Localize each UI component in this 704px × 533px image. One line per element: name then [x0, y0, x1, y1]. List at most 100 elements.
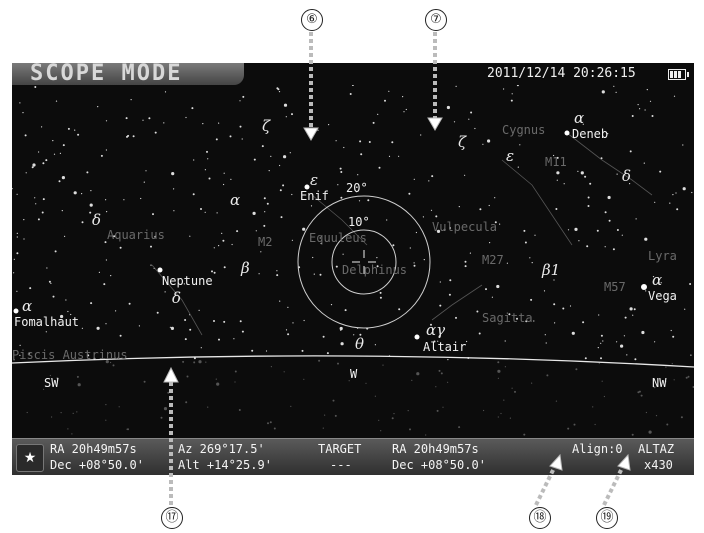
star-dot: [468, 118, 470, 120]
star-dot: [635, 218, 637, 220]
star-dot: [637, 391, 640, 394]
star-dot: [322, 335, 325, 338]
star-dot: [464, 260, 467, 263]
star-dot: [186, 375, 189, 378]
star-dot: [407, 410, 409, 412]
star-dot: [597, 347, 599, 349]
star-dot: [105, 404, 107, 406]
star-dot: [659, 170, 662, 173]
star-dot: [485, 288, 487, 291]
greek-alpha-gamma: αγ: [426, 321, 446, 339]
star-dot: [81, 221, 84, 224]
star-dot: [604, 246, 606, 248]
align-status: Align:0: [572, 442, 623, 456]
star-dot: [437, 340, 439, 342]
battery-icon: [668, 69, 689, 80]
star-dot: [156, 311, 159, 314]
star-dot: [672, 194, 674, 196]
star-dot: [634, 358, 637, 361]
star-dot: [671, 363, 673, 365]
star-dot: [652, 276, 655, 278]
star-dot: [127, 428, 129, 431]
scope-screen[interactable]: SCOPE MODE 2011/12/14 20:26:15: [12, 63, 694, 475]
star-dot: [43, 388, 45, 390]
star-dot: [358, 200, 361, 202]
callout-17: ⑰: [161, 507, 183, 529]
header-bar: SCOPE MODE 2011/12/14 20:26:15: [12, 63, 694, 86]
star-dot: [105, 323, 107, 325]
star-dot: [264, 211, 266, 213]
star-dot: [402, 96, 404, 98]
star-dot: [608, 219, 611, 222]
star-dot: [420, 134, 422, 136]
star-dot: [303, 378, 305, 380]
star-dot: [666, 423, 669, 426]
star-dot: [173, 188, 175, 190]
star-dot: [324, 414, 326, 416]
greek-alpha-1: α: [574, 109, 585, 127]
star-dot: [282, 184, 285, 187]
obj-m11: M11: [545, 155, 567, 169]
star-dot: [112, 364, 115, 367]
star-dot: [676, 208, 679, 211]
greek-beta-1: β: [241, 259, 250, 277]
star-dot: [205, 361, 207, 363]
star-dot: [504, 340, 506, 342]
star-dot: [154, 131, 157, 134]
planet-neptune: Neptune: [162, 274, 213, 288]
star-dot: [344, 309, 347, 312]
star-dot: [49, 374, 52, 377]
star-dot: [283, 371, 285, 373]
star-dot: [516, 317, 518, 320]
star-dot: [53, 153, 56, 155]
greek-zeta-1: ζ: [262, 117, 271, 135]
star-dot: [104, 241, 107, 244]
star-dot: [98, 271, 100, 273]
star-dot: [673, 379, 675, 381]
star-dot: [207, 158, 209, 160]
star-dot: [600, 157, 603, 160]
star-dot: [440, 372, 443, 375]
star-dot: [242, 95, 245, 98]
star-menu-button[interactable]: ★: [16, 444, 44, 472]
star-dot: [413, 262, 415, 264]
star-dot: [191, 107, 194, 110]
star-dot: [687, 375, 690, 378]
star-dot: [182, 360, 185, 363]
star-dot: [287, 333, 290, 336]
star-dot: [34, 86, 37, 88]
star-dot: [449, 227, 451, 229]
star-dot: [218, 245, 220, 247]
star-dot: [105, 419, 107, 421]
star-dot: [239, 320, 242, 323]
star-dot: [50, 282, 52, 284]
star-dot: [645, 411, 648, 414]
star-dot: [616, 173, 618, 175]
star-dot: [543, 290, 546, 292]
star-dot: [90, 302, 93, 305]
star-dot: [470, 111, 473, 114]
star-dot: [447, 381, 449, 383]
star-map[interactable]: [12, 85, 694, 438]
star-dot: [253, 158, 256, 161]
star-dot: [631, 115, 634, 117]
greek-delta-1: δ: [92, 211, 102, 229]
constellation-lines: [151, 132, 653, 336]
star-dot: [449, 279, 452, 282]
star-dot: [500, 412, 502, 415]
star-dot: [482, 143, 484, 145]
star-dot: [216, 212, 218, 214]
star-dot: [398, 308, 401, 311]
star-dot: [59, 152, 62, 154]
star-dot: [291, 239, 293, 241]
greek-beta-2: β1: [542, 261, 561, 279]
callout-7: ⑦: [425, 9, 447, 31]
star-dot: [607, 133, 609, 135]
fov-ring-20: [297, 195, 431, 329]
star-dot: [530, 298, 533, 301]
star-dot: [367, 199, 370, 202]
star-dot: [45, 331, 47, 333]
star-dot: [357, 174, 359, 176]
star-dot: [318, 359, 321, 362]
star-dot: [629, 183, 631, 185]
